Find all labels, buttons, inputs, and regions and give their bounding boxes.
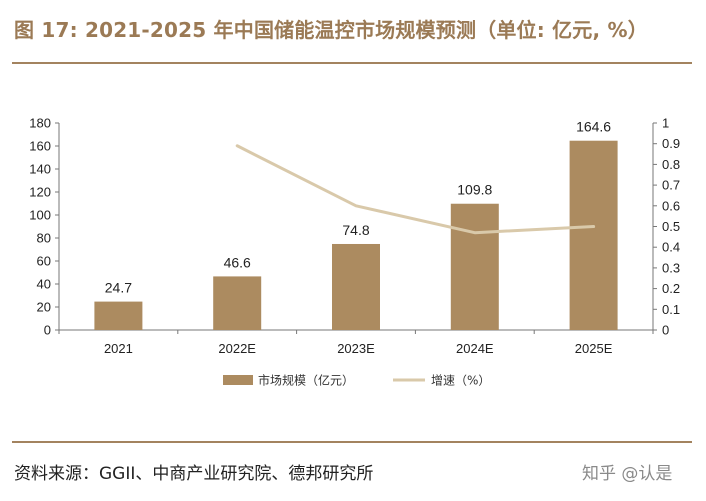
legend-bar-label: 市场规模（亿元）	[258, 373, 354, 388]
y2-tick-label: 0.3	[662, 260, 680, 275]
bar-data-label: 46.6	[224, 254, 251, 270]
bar-data-label: 109.8	[457, 182, 492, 198]
bar	[569, 140, 618, 330]
growth-line	[235, 144, 596, 235]
legend-bar-swatch	[223, 375, 253, 385]
y2-tick-label: 0.5	[662, 219, 680, 234]
bar-data-label: 24.7	[105, 280, 132, 296]
source-note: 资料来源：GGII、中商产业研究院、德邦研究所	[14, 464, 374, 484]
bar	[450, 203, 499, 330]
x-tick-label: 2022E	[218, 341, 256, 356]
bar-line-chart: 0 20 40 60 80 100 120 140 160 180 0 0.1 0.2 0.3 0.4 0.5…	[29, 116, 680, 388]
y-tick-label: 160	[29, 139, 51, 154]
y-tick-label: 100	[29, 208, 51, 223]
x-tick-label: 2024E	[456, 341, 494, 356]
bar	[213, 276, 262, 330]
y2-tick-label: 0.7	[662, 178, 680, 193]
page-title: 图 17: 2021-2025 年中国储能温控市场规模预测（单位: 亿元, %）	[14, 18, 648, 42]
watermark: 知乎 @认是	[582, 464, 673, 484]
y2-tick-label: 0.6	[662, 198, 680, 213]
y-tick-label: 20	[37, 300, 51, 315]
y2-tick-label: 0.9	[662, 136, 680, 151]
y2-tick-label: 1	[662, 116, 669, 131]
bar-data-label: 164.6	[576, 119, 611, 135]
footer-divider	[12, 441, 692, 443]
y2-tick-label: 0.8	[662, 157, 680, 172]
y-tick-label: 140	[29, 162, 51, 177]
y-tick-label: 120	[29, 185, 51, 200]
title-divider	[12, 62, 692, 64]
legend-line-label: 增速（%）	[431, 374, 490, 388]
y-tick-label: 180	[29, 116, 51, 131]
x-tick-label: 2025E	[575, 341, 613, 356]
x-tick-label: 2021	[104, 341, 133, 356]
y2-tick-label: 0.4	[662, 240, 680, 255]
y-tick-label: 60	[37, 254, 51, 269]
y-tick-label: 40	[37, 277, 51, 292]
x-tick-label: 2023E	[337, 341, 375, 356]
y-tick-label: 80	[37, 231, 51, 246]
y2-tick-label: 0.1	[662, 302, 680, 317]
y2-tick-label: 0	[662, 323, 669, 338]
bar	[332, 243, 380, 330]
y2-tick-label: 0.2	[662, 281, 680, 296]
y-tick-label: 0	[44, 323, 51, 338]
bar-data-label: 74.8	[342, 222, 369, 238]
bar	[94, 301, 143, 330]
